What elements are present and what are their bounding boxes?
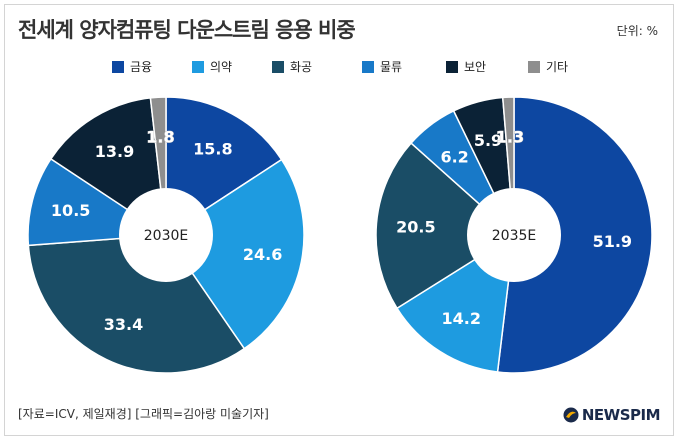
source-credit: [자료=ICV, 제일재경] [그래픽=김아랑 미술기자]: [18, 407, 269, 421]
brand-logo: NEWSPIM: [563, 406, 661, 424]
slice-medicine: [164, 158, 305, 350]
legend-swatch: [528, 60, 540, 73]
newspim-logo-icon: [563, 407, 579, 423]
legend-item-other: 기타: [528, 58, 568, 75]
legend-item-medicine: 의약: [192, 58, 232, 75]
donut-chart-2030E: 15.8 24.6 33.4 10.5 13.9 1.8 2030E: [27, 96, 305, 374]
slice-label-other: 1.3: [496, 128, 524, 147]
donut-hole: [119, 188, 213, 282]
legend-swatch: [112, 60, 124, 73]
slice-finance: [496, 96, 653, 374]
legend-swatch: [192, 60, 204, 73]
unit-label: 단위: %: [616, 24, 658, 38]
slice-chemistry: [375, 142, 516, 310]
legend-swatch: [272, 60, 284, 73]
legend-item-logistics: 물류: [362, 58, 402, 75]
legend-item-security: 보안: [446, 58, 486, 75]
slice-label-logistics: 10.5: [51, 201, 90, 220]
slice-label-logistics: 6.2: [440, 147, 468, 166]
legend-item-chemistry: 화공: [272, 58, 312, 75]
legend-label: 의약: [210, 60, 233, 74]
legend: 금융 의약 화공 물류 보안 기타: [0, 58, 680, 74]
donut-chart-2035E: 51.9 14.2 20.5 6.2 5.91.3 2035E: [375, 96, 653, 374]
legend-label: 기타: [546, 60, 569, 74]
center-year-label: 2035E: [492, 228, 536, 244]
slice-label-medicine: 24.6: [243, 245, 282, 264]
slice-label-finance: 51.9: [593, 232, 632, 251]
legend-swatch: [362, 60, 374, 73]
slice-label-security: 5.9: [474, 131, 502, 150]
legend-item-finance: 금융: [112, 58, 152, 75]
donut-hole: [467, 188, 561, 282]
slice-label-security: 13.9: [95, 142, 134, 161]
legend-label: 화공: [290, 60, 313, 74]
legend-label: 물류: [380, 60, 403, 74]
slice-chemistry: [27, 234, 246, 374]
legend-label: 금융: [130, 60, 153, 74]
chart-frame: [4, 4, 674, 436]
slice-label-other: 1.8: [146, 128, 174, 147]
brand-name: NEWSPIM: [581, 406, 661, 424]
slice-label-chemistry: 33.4: [104, 315, 143, 334]
legend-swatch: [446, 60, 458, 73]
center-year-label: 2030E: [144, 228, 188, 244]
slice-label-medicine: 14.2: [441, 309, 480, 328]
chart-title: 전세계 양자컴퓨팅 다운스트림 응용 비중: [18, 18, 356, 42]
slice-label-chemistry: 20.5: [396, 218, 435, 237]
slice-label-finance: 15.8: [193, 139, 232, 158]
legend-label: 보안: [464, 60, 487, 74]
